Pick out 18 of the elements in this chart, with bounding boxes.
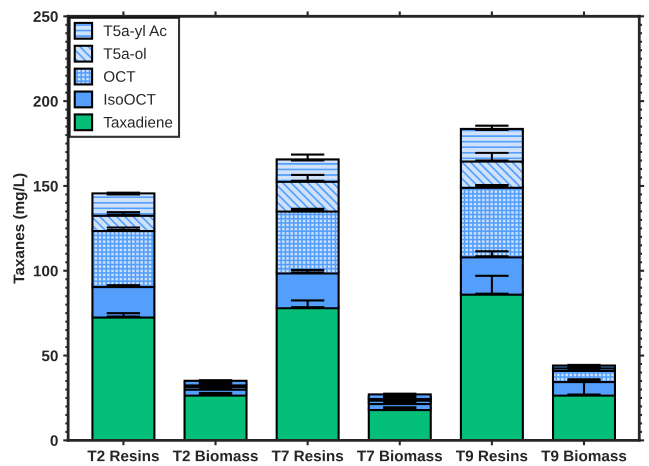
x-tick-label: T2 Resins bbox=[88, 450, 159, 462]
y-tick-label: 200 bbox=[33, 96, 58, 107]
y-axis-title: Taxanes (mg/L) bbox=[13, 174, 28, 284]
x-tick-label: T7 Biomass bbox=[357, 450, 442, 462]
x-tick-label: T9 Resins bbox=[456, 450, 528, 462]
legend-label: IsoOCT bbox=[104, 94, 156, 105]
x-tick-label: T9 Biomass bbox=[541, 450, 626, 462]
y-tick-label: 50 bbox=[42, 350, 58, 362]
x-tick-label: T7 Resins bbox=[272, 450, 344, 462]
legend-label: OCT bbox=[104, 71, 136, 82]
y-tick-label: 150 bbox=[34, 180, 58, 192]
y-tick-label: 250 bbox=[33, 11, 58, 22]
legend-label: Taxadiene bbox=[104, 116, 172, 128]
x-tick-label: T2 Biomass bbox=[172, 450, 258, 462]
legend-label: T5a-ol bbox=[104, 48, 146, 60]
y-tick-label: 0 bbox=[50, 435, 58, 446]
legend-label: T5a-yl Ac bbox=[104, 24, 167, 40]
y-tick-label: 100 bbox=[34, 266, 58, 276]
